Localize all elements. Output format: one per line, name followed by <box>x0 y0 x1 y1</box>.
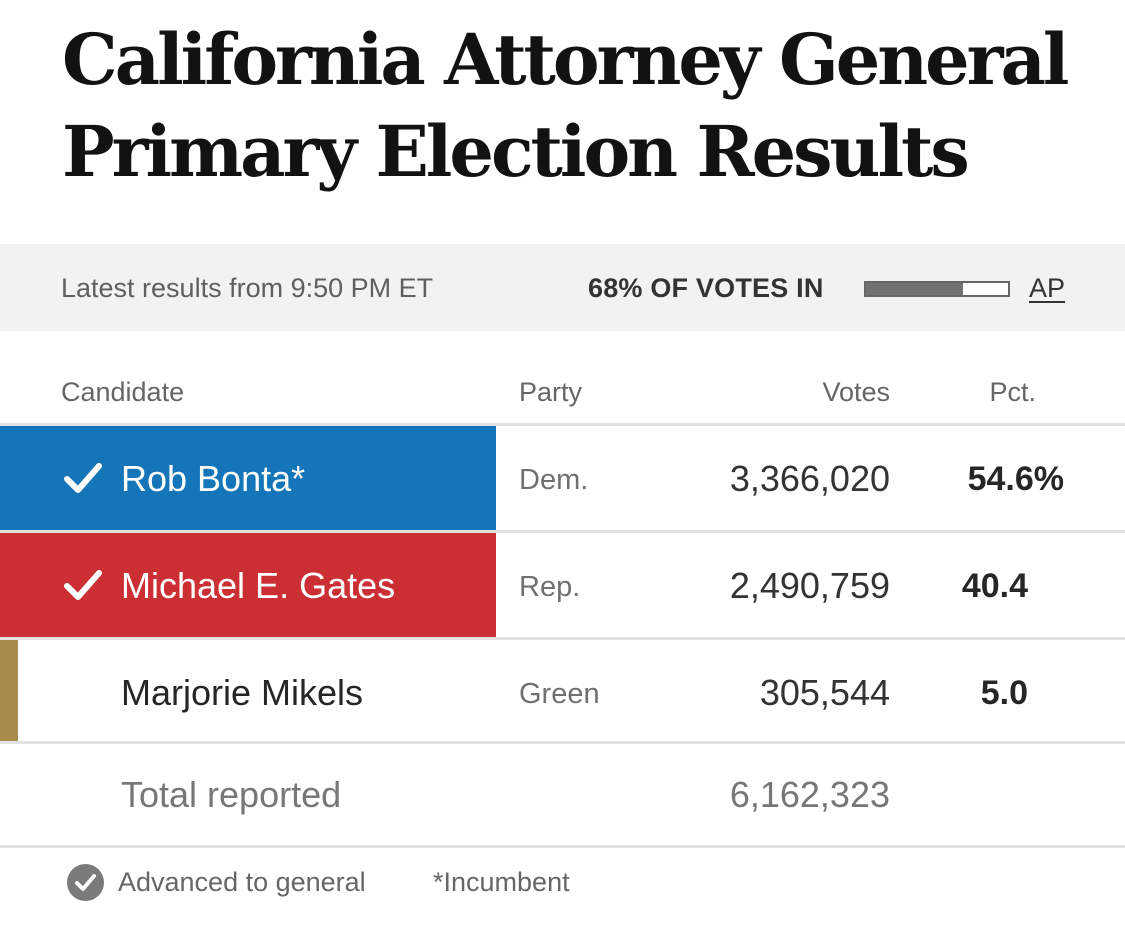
page-title: California Attorney General Primary Elec… <box>62 18 1070 193</box>
row-divider <box>0 637 1125 640</box>
party-color-stripe <box>0 640 18 744</box>
candidate-name: Rob Bonta* <box>121 458 306 499</box>
candidate-votes: 2,490,759 <box>729 565 890 606</box>
column-header-party: Party <box>519 377 583 407</box>
candidate-votes: 3,366,020 <box>729 458 890 499</box>
column-header-votes: Votes <box>822 377 890 407</box>
table-row: Marjorie Mikels Green 305,544 5.0 <box>0 640 1125 744</box>
candidate-party: Green <box>519 678 600 710</box>
results-status-bar: Latest results from 9:50 PM ET 68% OF VO… <box>0 244 1125 331</box>
total-reported-label: Total reported <box>121 774 342 815</box>
check-circle-icon <box>67 864 104 901</box>
row-divider <box>0 530 1125 533</box>
candidate-name: Marjorie Mikels <box>121 672 364 713</box>
table-row: Rob Bonta* Dem. 3,366,020 54.6% <box>0 426 1125 530</box>
candidate-party: Rep. <box>519 571 581 603</box>
source-link[interactable]: AP <box>1029 273 1066 303</box>
check-icon <box>64 570 102 600</box>
candidate-cell-bonta: Rob Bonta* <box>0 426 496 530</box>
column-header-candidate: Candidate <box>61 377 185 407</box>
legend-advanced-label: Advanced to general <box>118 867 366 897</box>
votes-in-progress-bar <box>864 281 1010 297</box>
candidate-name: Michael E. Gates <box>121 565 396 606</box>
candidate-pct: 40.4 <box>961 567 1028 605</box>
candidate-pct: 54.6% <box>967 460 1064 498</box>
table-row: Michael E. Gates Rep. 2,490,759 40.4 <box>0 533 1125 637</box>
row-divider <box>0 741 1125 744</box>
candidate-cell-gates: Michael E. Gates <box>0 533 496 637</box>
legend-incumbent-label: *Incumbent <box>433 867 570 897</box>
candidate-votes: 305,544 <box>759 672 890 713</box>
row-divider <box>0 423 1125 426</box>
column-header-pct: Pct. <box>989 377 1036 407</box>
candidate-party: Dem. <box>519 464 589 496</box>
check-icon <box>64 463 102 493</box>
votes-in-progress-fill <box>866 283 963 295</box>
votes-in-text: 68% OF VOTES IN <box>588 273 824 303</box>
candidate-pct: 5.0 <box>980 674 1028 712</box>
last-updated-text: Latest results from 9:50 PM ET <box>61 273 434 303</box>
total-reported-votes: 6,162,323 <box>729 774 890 815</box>
table-bottom-rule <box>0 845 1125 848</box>
